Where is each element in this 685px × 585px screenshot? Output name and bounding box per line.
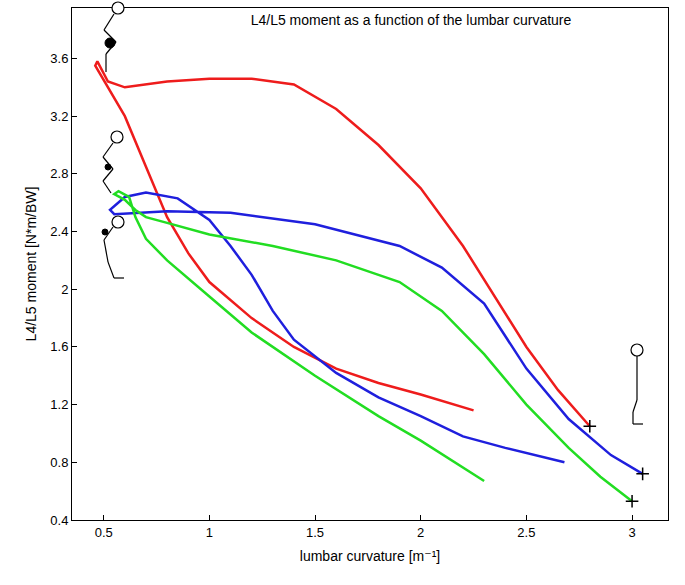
svg-text:2.5: 2.5 xyxy=(517,525,535,540)
svg-text:3.2: 3.2 xyxy=(50,109,68,124)
svg-text:3: 3 xyxy=(628,525,635,540)
svg-text:L4/L5 moment [N*m/BW]: L4/L5 moment [N*m/BW] xyxy=(23,187,39,342)
svg-text:0.8: 0.8 xyxy=(50,455,68,470)
svg-text:2.4: 2.4 xyxy=(50,224,68,239)
svg-text:L4/L5 moment as a function of: L4/L5 moment as a function of the lumbar… xyxy=(251,12,572,28)
svg-text:1.5: 1.5 xyxy=(306,525,324,540)
svg-text:1.6: 1.6 xyxy=(50,339,68,354)
svg-text:0.4: 0.4 xyxy=(50,513,68,528)
svg-text:2: 2 xyxy=(417,525,424,540)
svg-text:2.8: 2.8 xyxy=(50,166,68,181)
svg-text:0.5: 0.5 xyxy=(95,525,113,540)
svg-text:3.6: 3.6 xyxy=(50,51,68,66)
svg-text:1.2: 1.2 xyxy=(50,397,68,412)
svg-text:2: 2 xyxy=(61,282,68,297)
svg-text:lumbar curvature [m⁻¹]: lumbar curvature [m⁻¹] xyxy=(300,548,440,564)
svg-text:1: 1 xyxy=(206,525,213,540)
